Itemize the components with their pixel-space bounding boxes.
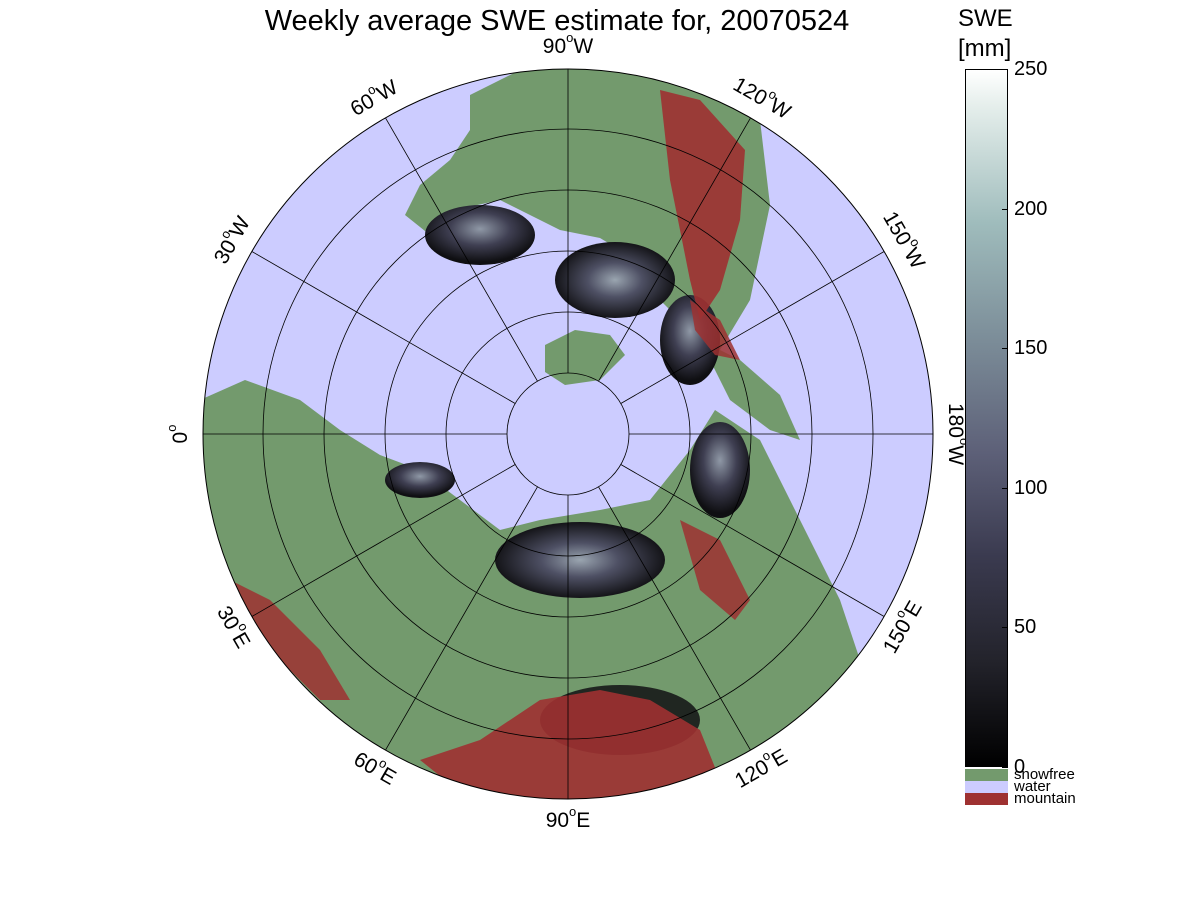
colorbar-tick-mark	[1002, 627, 1008, 629]
mountain-rockies	[660, 90, 745, 320]
meridian-line	[251, 464, 516, 617]
snow-cover-siberia-east	[690, 422, 750, 518]
degree-symbol: o	[164, 425, 179, 432]
snow-cover-scandinavia	[385, 462, 455, 498]
longitude-value: 0	[169, 432, 192, 444]
colorbar-tick-mark	[1002, 69, 1008, 70]
category-swatch	[965, 769, 1008, 781]
meridian-line	[251, 251, 516, 404]
snow-cover-canada-north	[555, 242, 675, 318]
longitude-value: 120	[729, 72, 771, 109]
longitude-hemisphere: E	[228, 628, 255, 652]
meridian-line	[385, 486, 538, 751]
longitude-hemisphere: W	[573, 35, 593, 58]
colorbar-tick-label: 0	[1014, 756, 1026, 778]
category-label: mountain	[1014, 790, 1076, 807]
colorbar-title: SWE [mm]	[958, 4, 1013, 64]
longitude-value: 150	[878, 615, 915, 657]
category-swatch	[965, 781, 1008, 793]
colorbar-tick-label: 50	[1014, 616, 1037, 639]
longitude-value: 90	[543, 35, 566, 58]
longitude-hemisphere: W	[944, 445, 967, 465]
meridian-line	[385, 117, 538, 382]
arctic-islands	[545, 330, 625, 385]
meridian-line	[620, 251, 885, 404]
snow-cover-siberia-north	[495, 522, 665, 598]
colorbar-title-line2: [mm]	[958, 35, 1012, 62]
longitude-value: 30	[209, 236, 241, 268]
colorbar-tick-mark	[1002, 767, 1008, 768]
longitude-hemisphere: E	[768, 744, 792, 771]
longitude-hemisphere: W	[373, 75, 402, 105]
snow-cover-canada-west	[425, 205, 535, 265]
longitude-hemisphere: W	[900, 244, 930, 273]
category-swatch	[965, 793, 1008, 805]
mountain-europe	[230, 580, 350, 700]
colorbar-tick-mark	[1002, 208, 1008, 210]
longitude-label: 180oW	[944, 403, 971, 465]
meridian-line	[598, 117, 751, 382]
category-label: snowfree	[1014, 766, 1075, 783]
colorbar-tick-label: 100	[1014, 476, 1048, 499]
longitude-value: 90	[546, 809, 569, 832]
map-frame	[202, 68, 934, 800]
colorbar-tick-label: 250	[1014, 58, 1048, 80]
longitude-label: 0o	[164, 425, 191, 444]
degree-symbol: o	[569, 804, 576, 819]
colorbar-tick-mark	[1002, 487, 1008, 489]
colorbar-title-line1: SWE	[958, 5, 1013, 32]
colorbar-gradient	[965, 69, 1008, 767]
colorbar-tick-label: 150	[1014, 337, 1048, 360]
colorbar-tick-mark	[1002, 348, 1008, 350]
longitude-label: 90oE	[546, 804, 591, 831]
colorbar-tick-label: 200	[1014, 197, 1048, 220]
degree-symbol: o	[957, 438, 972, 445]
land-layer	[203, 69, 860, 799]
meridian-line	[598, 486, 751, 751]
meridian-line	[620, 464, 885, 617]
longitude-value: 180	[944, 403, 967, 438]
category-label: water	[1014, 778, 1051, 795]
mountain-himalaya	[420, 690, 720, 799]
longitude-value: 60	[350, 747, 382, 779]
map-title: Weekly average SWE estimate for, 2007052…	[264, 5, 850, 37]
meridian-lines	[203, 69, 933, 799]
longitude-label: 90oW	[543, 30, 594, 57]
longitude-hemisphere: E	[576, 809, 590, 832]
siberia-east-strip	[700, 340, 800, 440]
degree-symbol: o	[566, 30, 573, 45]
mountain-east-siberia	[680, 520, 750, 620]
